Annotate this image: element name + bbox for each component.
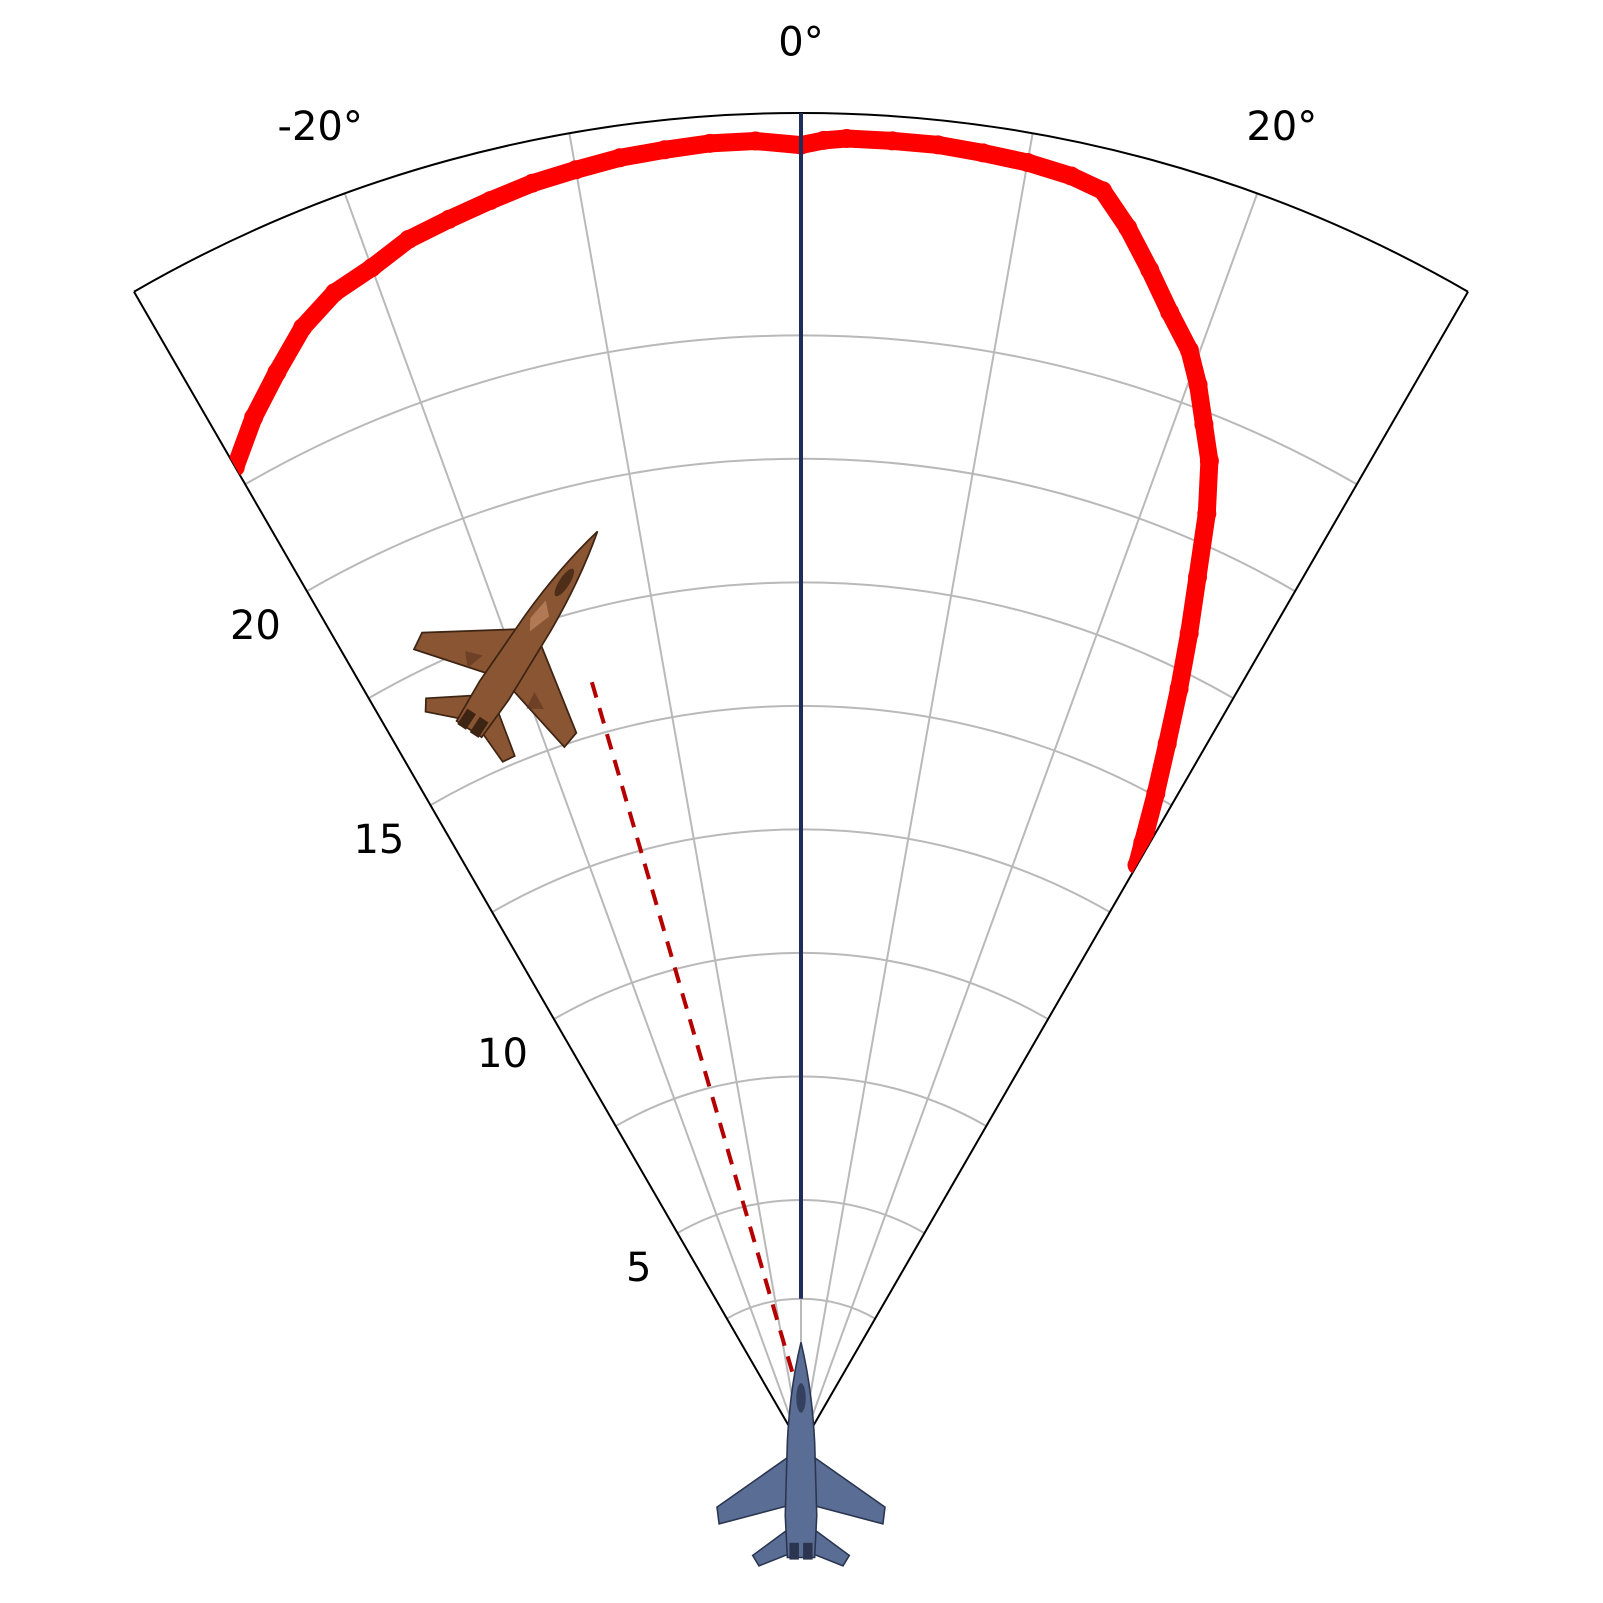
boundary-point <box>1194 414 1214 434</box>
ownship-jet-icon <box>716 1342 886 1567</box>
boundary-curve <box>226 129 1219 875</box>
boundary-point <box>928 135 948 155</box>
boundary-point <box>1179 623 1199 643</box>
boundary-point <box>814 130 834 150</box>
boundary-point <box>480 191 500 211</box>
boundary-point <box>1157 734 1177 754</box>
aircraft-markers <box>412 530 886 1567</box>
boundary-point <box>1061 166 1081 186</box>
boundary-point <box>566 160 586 180</box>
boundary-point <box>1018 153 1037 172</box>
boundary-point <box>522 173 542 193</box>
boundary-point <box>610 148 630 168</box>
angle-tick-label: 20° <box>1246 104 1317 150</box>
boundary-point <box>362 258 382 278</box>
boundary-point <box>1093 181 1113 201</box>
boundary-point <box>439 209 459 229</box>
boundary-point <box>1160 302 1180 322</box>
boundary-series-layer <box>225 129 1219 875</box>
boundary-series <box>225 129 1219 875</box>
boundary-point <box>1118 218 1138 238</box>
boundary-point <box>1188 567 1207 587</box>
reference-lines <box>587 113 803 1399</box>
angle-gridline <box>800 133 1034 1448</box>
boundary-point <box>700 133 720 153</box>
boundary-point <box>973 143 993 163</box>
boundary-point <box>293 318 313 338</box>
radius-tick-label: 20 <box>230 603 281 649</box>
radius-tick-label: 15 <box>353 817 404 863</box>
boundary-point <box>882 131 902 151</box>
tick-labels: -20° 0° 20° 5 10 15 20 <box>230 19 1317 1291</box>
boundary-point <box>745 131 765 151</box>
boundary-point <box>1133 833 1153 853</box>
boundary-point <box>267 362 287 382</box>
boundary-point <box>837 129 857 148</box>
sector-frame <box>133 111 1469 1448</box>
boundary-point <box>655 140 675 160</box>
boundary-point <box>399 229 419 249</box>
angle-tick-label: 0° <box>778 19 823 65</box>
boundary-point <box>1197 504 1217 524</box>
sector-edge-left <box>133 291 802 1448</box>
line-of-sight <box>587 674 802 1399</box>
boundary-point <box>1179 340 1199 360</box>
sector-outer-arc <box>133 111 1469 293</box>
boundary-point <box>1140 260 1160 280</box>
radius-tick-label: 5 <box>626 1245 651 1291</box>
angle-gridline <box>343 193 802 1448</box>
boundary-point <box>1188 375 1208 395</box>
boundary-point <box>1169 679 1189 699</box>
radius-tick-label: 10 <box>477 1031 528 1077</box>
boundary-point <box>1146 784 1166 803</box>
sector-edge-right <box>800 291 1469 1448</box>
angle-gridline <box>568 133 802 1448</box>
target-jet-icon <box>412 530 599 763</box>
angle-tick-label: -20° <box>278 104 363 150</box>
boundary-point <box>1199 451 1219 471</box>
boundary-point <box>244 408 264 427</box>
boundary-point <box>325 283 345 303</box>
